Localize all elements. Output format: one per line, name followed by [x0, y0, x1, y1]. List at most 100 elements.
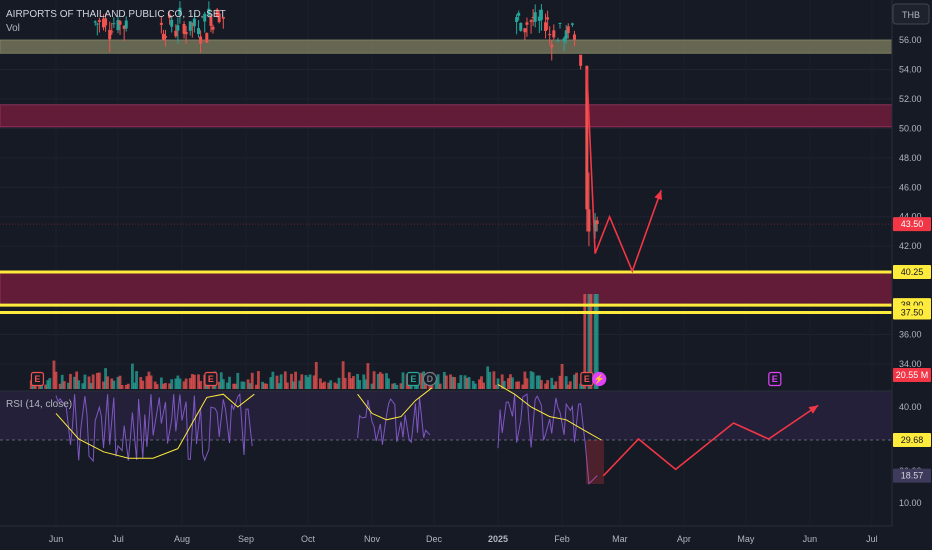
lower-red-zone[interactable]: [0, 271, 893, 306]
event-marker-label: E: [34, 374, 40, 384]
time-tick-label: May: [737, 534, 755, 544]
volume-bar: [444, 375, 448, 389]
price-projection-arrow[interactable]: [586, 69, 662, 274]
volume-bar: [517, 381, 521, 389]
currency-button[interactable]: THB: [892, 3, 930, 25]
volume-bar: [164, 382, 167, 389]
volume-bar: [83, 374, 87, 389]
volume-bar: [343, 377, 347, 389]
volume-bar: [102, 381, 105, 389]
volume-bar: [492, 371, 496, 389]
volume-bar: [221, 379, 225, 389]
volume-bar: [73, 376, 76, 389]
event-marker-earnings[interactable]: E: [204, 371, 218, 387]
volume-bar: [89, 383, 93, 389]
candle-body: [593, 220, 597, 232]
volume-bar: [546, 380, 550, 389]
volume-bar: [438, 383, 442, 389]
volume-bar: [75, 371, 79, 389]
event-marker-earnings-green[interactable]: E: [406, 371, 420, 387]
volume-label: Vol: [6, 23, 20, 34]
volume-bar: [159, 377, 163, 389]
volume-bar: [265, 383, 269, 389]
volume-bar: [560, 363, 564, 389]
volume-bar: [327, 382, 331, 389]
candle-body: [537, 16, 541, 21]
volume-bar: [463, 375, 467, 389]
event-marker-earnings[interactable]: E: [580, 371, 594, 387]
volume-bar: [207, 384, 211, 389]
candle-body: [517, 12, 521, 16]
volume-bar: [391, 383, 395, 389]
time-axis-background: [0, 526, 932, 550]
volume-tag: 20.55 M: [893, 368, 931, 382]
volume-bar: [178, 378, 182, 389]
volume-bar: [120, 384, 124, 389]
event-marker-dividend[interactable]: D: [422, 371, 437, 387]
upper-red-zone[interactable]: [0, 104, 893, 128]
volume-bar: [60, 374, 64, 389]
time-tick-label: Dec: [426, 534, 443, 544]
volume-bar: [126, 383, 130, 389]
volume-bar: [112, 380, 116, 389]
event-markers[interactable]: E E E D E ⚡ E: [30, 371, 782, 387]
time-tick-label: Apr: [677, 534, 691, 544]
volume-bar: [449, 374, 452, 389]
candle-body: [190, 23, 194, 25]
candle-body: [221, 16, 225, 19]
currency-label: THB: [902, 10, 920, 20]
price-projection-arrowhead: [654, 190, 662, 201]
volume-bar: [568, 381, 572, 389]
volume-bar: [232, 383, 236, 389]
gray-zone[interactable]: [0, 39, 893, 54]
price-tag-label: 40.25: [901, 267, 924, 277]
volume-bar: [106, 376, 110, 389]
candle-body: [95, 23, 99, 25]
volume-bar: [236, 372, 240, 389]
price-tag-label: 43.50: [901, 219, 924, 229]
candle-body: [118, 21, 122, 25]
volume-bar: [141, 380, 145, 389]
candle-body: [122, 25, 126, 29]
rsi-oversold-fill: [586, 440, 604, 484]
candle-body: [192, 18, 196, 27]
volume-bar: [434, 377, 438, 389]
volume-bar: [540, 380, 543, 389]
candle-body: [163, 35, 167, 38]
event-marker-earnings-future[interactable]: E: [768, 371, 782, 387]
candle-body: [205, 33, 209, 43]
time-tick-label: Jul: [112, 534, 124, 544]
volume-bar: [424, 384, 428, 389]
price-tick-label: 46.00: [899, 182, 922, 192]
candle-body: [102, 18, 106, 28]
volume-bar: [531, 372, 535, 389]
volume-bar: [153, 381, 157, 389]
candle-body: [585, 65, 589, 210]
candle-body: [104, 18, 108, 26]
rsi-projection-arrow[interactable]: [602, 404, 819, 477]
event-marker-earnings[interactable]: E: [30, 371, 45, 387]
candle-body: [116, 20, 120, 31]
volume-bar: [190, 374, 194, 389]
volume-bar: [593, 294, 597, 389]
volume-bar: [46, 380, 50, 389]
candle-body: [217, 13, 221, 23]
volume-bar: [496, 378, 500, 389]
candle-body: [211, 26, 215, 30]
time-tick-label: Aug: [174, 534, 190, 544]
volume-bar: [104, 368, 107, 389]
event-marker-split[interactable]: ⚡: [592, 371, 607, 387]
volume-bar: [240, 381, 244, 389]
volume-bar: [312, 375, 316, 389]
volume-bar: [457, 383, 461, 389]
volume-bar: [579, 383, 583, 389]
volume-bar: [139, 377, 143, 389]
volume-bar: [124, 384, 128, 389]
volume-bar: [401, 372, 405, 389]
volume-bar: [170, 379, 174, 389]
candle-body: [562, 38, 566, 42]
volume-bar: [407, 383, 411, 389]
level-price-tag: [893, 264, 931, 279]
volume-bar: [509, 374, 512, 389]
